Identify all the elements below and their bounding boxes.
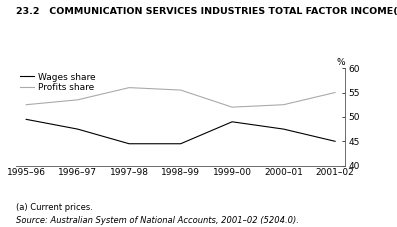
Legend: Wages share, Profits share: Wages share, Profits share (20, 73, 95, 92)
Text: 23.2   COMMUNICATION SERVICES INDUSTRIES TOTAL FACTOR INCOME(a): 23.2 COMMUNICATION SERVICES INDUSTRIES T… (16, 7, 397, 16)
Text: (a) Current prices.: (a) Current prices. (16, 203, 93, 212)
Text: %: % (337, 58, 345, 67)
Text: Source: Australian System of National Accounts, 2001–02 (5204.0).: Source: Australian System of National Ac… (16, 216, 299, 225)
